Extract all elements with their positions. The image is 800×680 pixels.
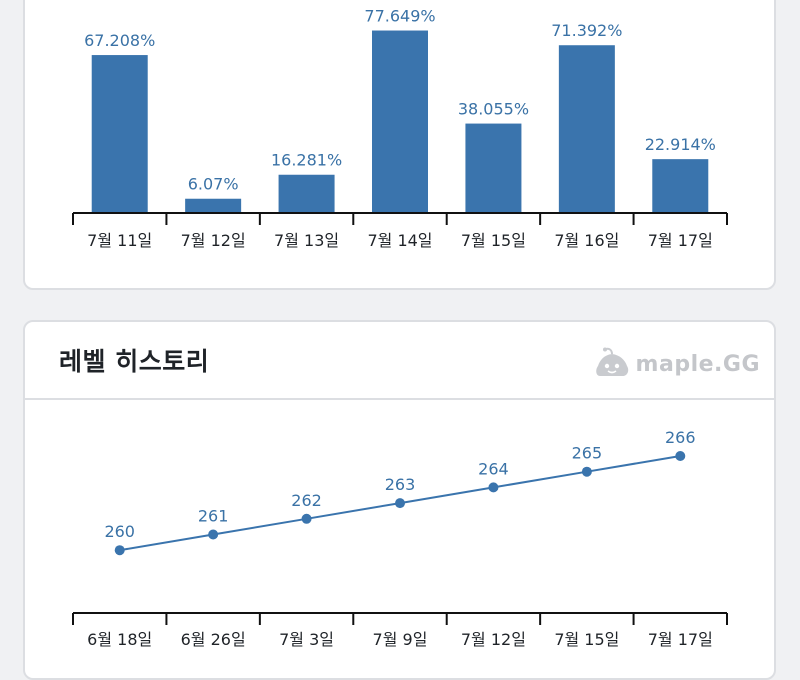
bar-3[interactable] <box>278 174 335 213</box>
line-x-tick-label: 6월 26일 <box>181 630 246 649</box>
level-point-2[interactable] <box>208 529 219 540</box>
bar-value-label: 16.281% <box>271 151 342 170</box>
level-point-4[interactable] <box>395 498 405 509</box>
bar-value-label: 71.392% <box>551 21 622 40</box>
bar-x-tick-label: 7월 14일 <box>367 231 432 250</box>
bar-x-tick-label: 7월 11일 <box>87 231 152 250</box>
line-x-tick-label: 6월 18일 <box>87 630 152 649</box>
maple-gg-brand[interactable]: maple.GG <box>592 346 760 382</box>
line-x-tick-label: 7월 17일 <box>648 630 713 649</box>
line-x-tick-label: 7월 12일 <box>461 630 526 649</box>
bar-6[interactable] <box>558 45 615 213</box>
level-history-title: 레벨 히스토리 <box>59 347 210 376</box>
level-point-1[interactable] <box>114 545 125 556</box>
bar-x-tick-label: 7월 12일 <box>181 231 246 250</box>
mushroom-mascot-icon <box>595 347 628 376</box>
bar-4[interactable] <box>372 30 428 213</box>
brand-name: maple.GG <box>635 351 760 377</box>
bar-2[interactable] <box>185 198 242 213</box>
bar-x-tick-label: 7월 13일 <box>274 231 339 250</box>
level-value-label: 262 <box>291 491 322 510</box>
bar-1[interactable] <box>91 55 148 213</box>
level-value-label: 261 <box>198 507 229 526</box>
level-history-header: 레벨 히스토리 maple.GG <box>25 322 774 400</box>
bar-value-label: 38.055% <box>458 100 529 119</box>
level-value-label: 263 <box>385 475 416 494</box>
level-point-6[interactable] <box>581 466 592 477</box>
line-x-tick-label: 7월 9일 <box>373 630 428 649</box>
bar-value-label: 67.208% <box>84 31 155 50</box>
level-value-label: 266 <box>665 428 696 447</box>
bar-x-tick-label: 7월 16일 <box>554 231 619 250</box>
level-value-label: 260 <box>104 522 135 541</box>
bar-value-label: 77.649% <box>364 7 435 26</box>
bar-x-tick-label: 7월 15일 <box>461 231 526 250</box>
level-value-label: 264 <box>478 459 509 478</box>
level-point-7[interactable] <box>675 451 686 461</box>
bar-7[interactable] <box>652 159 709 213</box>
bar-x-tick-label: 7월 17일 <box>648 231 713 250</box>
line-x-tick-label: 7월 15일 <box>554 630 619 649</box>
bar-value-label: 6.07% <box>188 175 239 194</box>
level-value-label: 265 <box>572 444 603 463</box>
line-x-tick-label: 7월 3일 <box>279 630 334 649</box>
bar-value-label: 22.914% <box>645 135 716 154</box>
level-point-3[interactable] <box>301 513 312 524</box>
bar-5[interactable] <box>465 123 522 213</box>
daily-exp-bar-chart: 67.208% 6.07% 16.281% 77.649% 38.055% 71.392%… <box>72 7 728 250</box>
level-point-5[interactable] <box>488 482 499 493</box>
